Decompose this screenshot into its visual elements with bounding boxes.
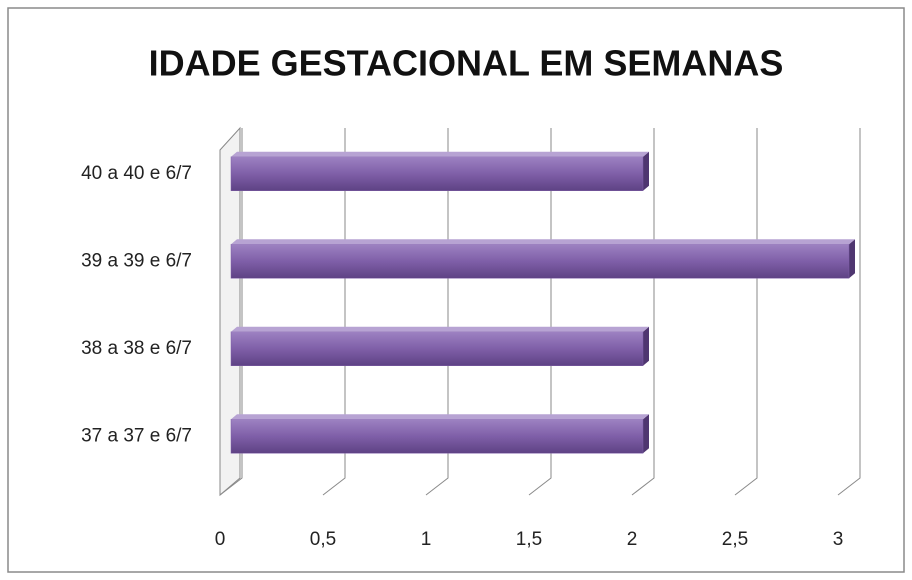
bar-end xyxy=(643,414,649,454)
y-tick-label: 40 a 40 e 6/7 xyxy=(81,163,192,184)
bar-top xyxy=(231,326,649,332)
bar-end xyxy=(849,239,855,279)
bar xyxy=(230,156,644,191)
bar-top xyxy=(231,239,855,245)
x-tick-label: 2,5 xyxy=(722,529,748,550)
bar-top xyxy=(231,414,649,420)
left-wall xyxy=(219,126,241,497)
bar xyxy=(230,419,644,454)
y-tick-label: 39 a 39 e 6/7 xyxy=(81,250,192,271)
bar xyxy=(230,244,850,279)
x-tick-label: 3 xyxy=(833,529,844,550)
bar xyxy=(230,331,644,366)
y-tick-label: 38 a 38 e 6/7 xyxy=(81,338,192,359)
bar-top xyxy=(231,151,649,157)
chart-frame xyxy=(7,7,905,573)
bar-end xyxy=(643,151,649,191)
grid-line xyxy=(837,128,861,496)
chart-title: IDADE GESTACIONAL EM SEMANAS xyxy=(149,43,784,84)
x-tick-label: 1,5 xyxy=(516,529,542,550)
y-tick-label: 37 a 37 e 6/7 xyxy=(81,425,192,446)
x-tick-label: 0 xyxy=(215,529,226,550)
x-tick-label: 1 xyxy=(421,529,432,550)
x-tick-label: 0,5 xyxy=(310,529,336,550)
bar-end xyxy=(643,326,649,366)
x-tick-label: 2 xyxy=(627,529,638,550)
